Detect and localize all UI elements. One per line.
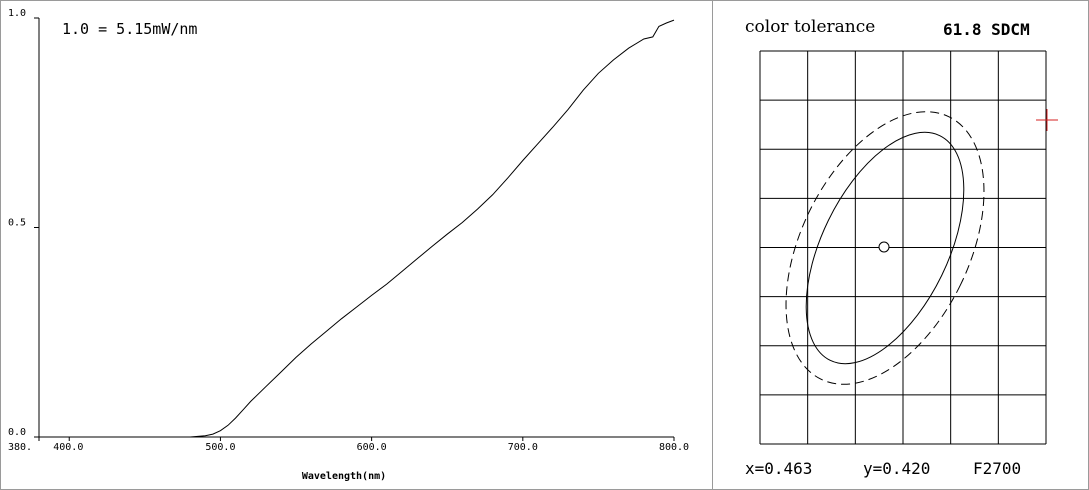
spectrum-chart: 0.0 0.5 1.0 380. 400.0 500.0 600.0 700.0 800.0 1…: [8, 8, 689, 482]
x-tick-label: 700.0: [508, 442, 538, 453]
y-tick-label: 1.0: [8, 8, 26, 19]
y-tick-label: 0.0: [8, 427, 26, 438]
tolerance-center-marker: [878, 241, 890, 253]
y-tick-label: 0.5: [8, 218, 26, 229]
coord-y-readout: y=0.420: [863, 459, 930, 478]
panel-divider: [712, 0, 713, 490]
tolerance-grid: [759, 50, 1047, 445]
x-tick-label: 800.0: [659, 442, 689, 453]
spectrum-axes: [38, 18, 674, 438]
measured-point-marker: [1036, 109, 1058, 131]
coord-x-readout: x=0.463: [745, 459, 812, 478]
color-tolerance-title: color tolerance: [745, 17, 875, 37]
reference-cct-label: F2700: [973, 459, 1021, 478]
sdcm-value: 61.8 SDCM: [943, 20, 1030, 39]
spectrum-x-axis-label: Wavelength(nm): [302, 471, 386, 482]
x-tick-label: 500.0: [205, 442, 235, 453]
spectrum-ticks: 0.0 0.5 1.0 380. 400.0 500.0 600.0 700.0 800.0: [8, 8, 689, 453]
tolerance-ellipse-inner: [805, 131, 965, 365]
x-tick-label: 380.: [8, 442, 32, 453]
spectrum-scale-annotation: 1.0 = 5.15mW/nm: [62, 20, 197, 38]
x-tick-label: 600.0: [357, 442, 387, 453]
x-tick-label: 400.0: [53, 442, 83, 453]
tolerance-ellipse-outer: [785, 111, 985, 385]
color-tolerance-chart: color tolerance 61.8 SDCM x=0.463 y=0.42…: [745, 17, 1058, 478]
spectrum-series-line: [39, 19, 675, 438]
